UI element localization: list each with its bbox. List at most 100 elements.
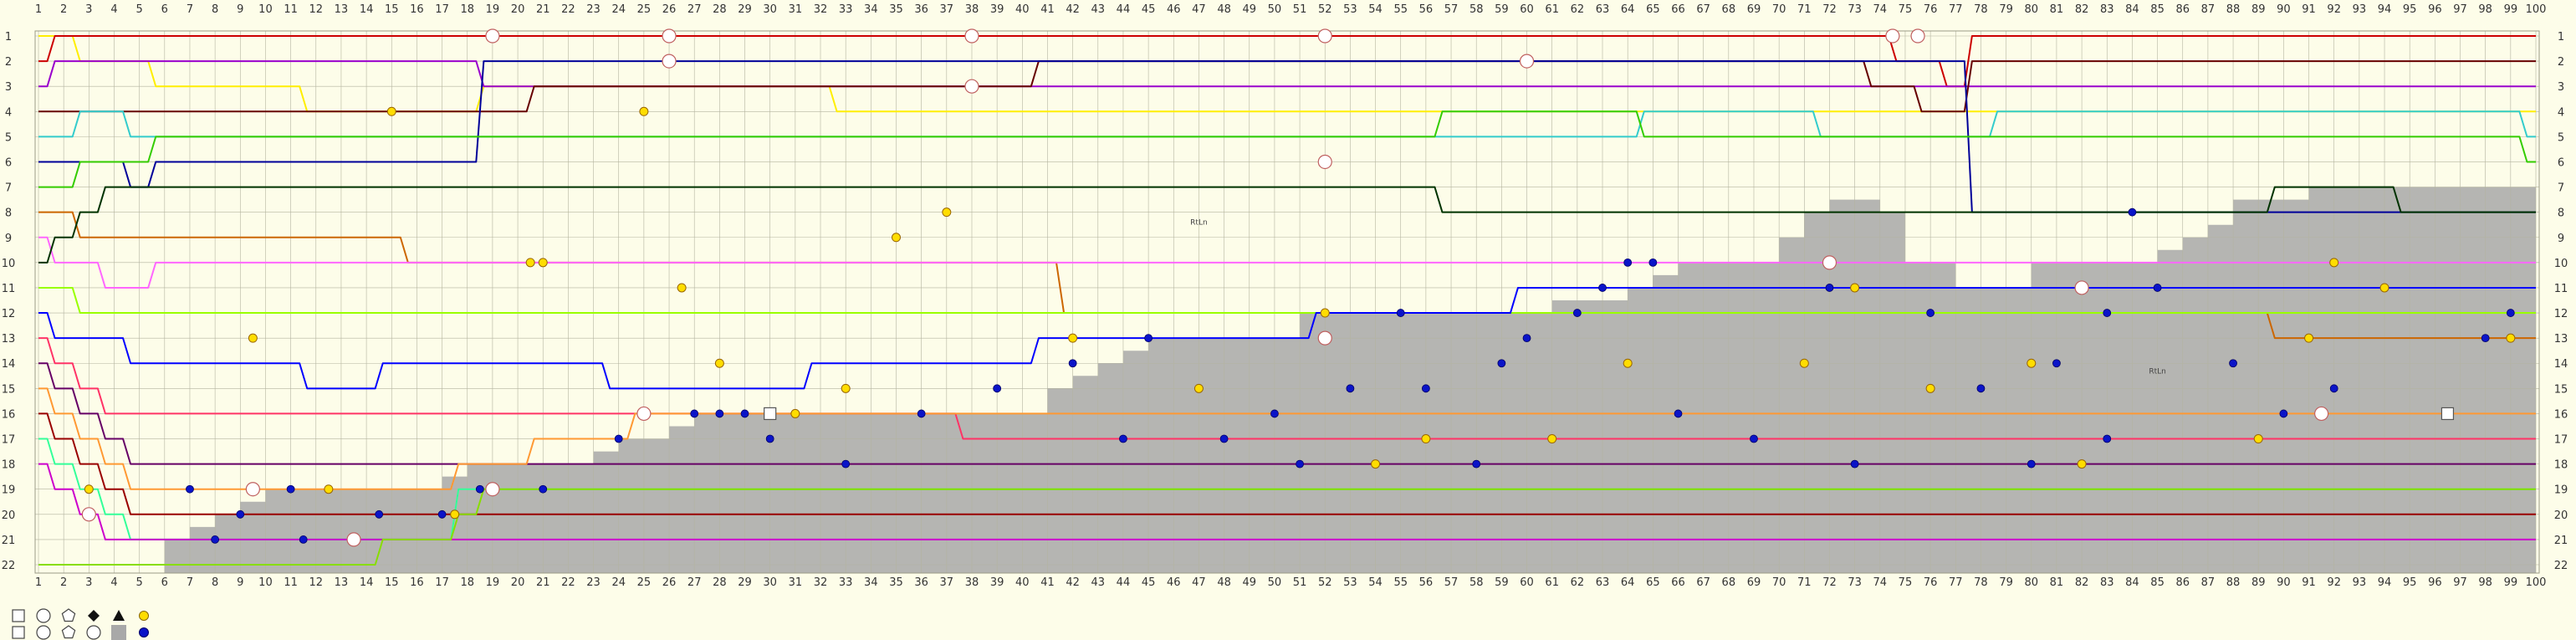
pit-stop-yellow-dot bbox=[84, 484, 94, 494]
x-tick-bottom: 62 bbox=[1571, 576, 1585, 589]
pit-stop-yellow-dot bbox=[1193, 383, 1204, 393]
y-tick-right: 20 bbox=[2554, 509, 2568, 522]
y-tick-left: 16 bbox=[2, 408, 16, 421]
event-circle bbox=[964, 28, 979, 44]
x-tick-bottom: 75 bbox=[1899, 576, 1913, 589]
x-tick-bottom: 74 bbox=[1873, 576, 1888, 589]
x-tick-bottom: 9 bbox=[237, 576, 243, 589]
x-tick-bottom: 41 bbox=[1040, 576, 1055, 589]
x-tick-bottom: 31 bbox=[789, 576, 803, 589]
y-tick-left: 18 bbox=[2, 459, 16, 472]
legend-pentagon bbox=[61, 608, 76, 622]
x-tick-bottom: 61 bbox=[1545, 576, 1559, 589]
legend-diamond bbox=[88, 610, 100, 622]
x-tick-top: 25 bbox=[637, 3, 652, 16]
pit-stop-blue-dot bbox=[1674, 409, 1683, 418]
x-tick-bottom: 18 bbox=[460, 576, 474, 589]
x-tick-bottom: 7 bbox=[187, 576, 193, 589]
x-tick-top: 39 bbox=[990, 3, 1004, 16]
pit-stop-yellow-dot bbox=[1068, 333, 1078, 343]
x-tick-top: 57 bbox=[1444, 3, 1459, 16]
x-tick-bottom: 100 bbox=[2526, 576, 2547, 589]
pit-stop-blue-dot bbox=[2103, 434, 2112, 443]
x-tick-top: 33 bbox=[839, 3, 853, 16]
y-tick-left: 10 bbox=[2, 258, 16, 270]
axes: 1 2 3 4 5 6 7 8 9 10 11 12 13 14 15 16 17 18 19 20 21 22 23 24 2… bbox=[2, 3, 2568, 589]
x-tick-top: 8 bbox=[212, 3, 218, 16]
x-tick-top: 14 bbox=[360, 3, 374, 16]
pit-stop-blue-dot bbox=[614, 434, 623, 443]
pit-stop-blue-dot bbox=[1522, 334, 1531, 343]
x-tick-top: 54 bbox=[1368, 3, 1383, 16]
pit-stop-yellow-dot bbox=[1547, 434, 1557, 444]
pit-stop-yellow-dot bbox=[2077, 459, 2087, 469]
x-tick-bottom: 66 bbox=[1671, 576, 1685, 589]
y-tick-left: 15 bbox=[2, 383, 16, 396]
x-tick-top: 55 bbox=[1393, 3, 1408, 16]
x-tick-top: 44 bbox=[1117, 3, 1131, 16]
pit-stop-blue-dot bbox=[740, 409, 749, 418]
series-line bbox=[38, 337, 2536, 440]
pit-stop-blue-dot bbox=[475, 484, 484, 494]
y-tick-left: 12 bbox=[2, 308, 16, 320]
x-tick-bottom: 85 bbox=[2150, 576, 2165, 589]
x-tick-bottom: 24 bbox=[611, 576, 626, 589]
x-tick-bottom: 13 bbox=[335, 576, 349, 589]
position-lines bbox=[38, 35, 2536, 566]
x-tick-bottom: 51 bbox=[1293, 576, 1307, 589]
pit-stop-blue-dot bbox=[186, 484, 194, 494]
x-tick-bottom: 89 bbox=[2251, 576, 2266, 589]
x-tick-bottom: 60 bbox=[1520, 576, 1534, 589]
x-tick-top: 76 bbox=[1924, 3, 1938, 16]
pit-stop-blue-dot bbox=[1497, 359, 1506, 368]
x-tick-top: 87 bbox=[2201, 3, 2216, 16]
legend-circle bbox=[36, 625, 51, 640]
x-tick-top: 99 bbox=[2504, 3, 2518, 16]
x-tick-top: 21 bbox=[536, 3, 550, 16]
y-tick-right: 16 bbox=[2554, 408, 2568, 421]
x-tick-top: 75 bbox=[1899, 3, 1913, 16]
x-tick-top: 83 bbox=[2100, 3, 2114, 16]
legend-yellow-dot bbox=[139, 611, 149, 621]
y-tick-right: 21 bbox=[2554, 535, 2568, 547]
x-tick-bottom: 57 bbox=[1444, 576, 1459, 589]
y-tick-left: 4 bbox=[5, 106, 12, 119]
x-tick-top: 70 bbox=[1772, 3, 1786, 16]
y-tick-right: 17 bbox=[2554, 434, 2568, 447]
pit-stop-yellow-dot bbox=[1925, 383, 1935, 393]
x-tick-top: 89 bbox=[2251, 3, 2266, 16]
x-tick-top: 71 bbox=[1797, 3, 1812, 16]
x-tick-bottom: 80 bbox=[2024, 576, 2038, 589]
note-label: RtLn bbox=[1190, 219, 1208, 228]
x-tick-top: 94 bbox=[2378, 3, 2392, 16]
x-tick-bottom: 77 bbox=[1949, 576, 1963, 589]
x-tick-top: 45 bbox=[1142, 3, 1156, 16]
x-tick-bottom: 58 bbox=[1469, 576, 1484, 589]
y-tick-left: 11 bbox=[2, 283, 16, 295]
y-tick-right: 5 bbox=[2558, 131, 2564, 144]
pit-stop-blue-dot bbox=[1750, 434, 1758, 443]
y-tick-right: 15 bbox=[2554, 383, 2568, 396]
event-circle bbox=[1317, 330, 1332, 346]
x-tick-top: 27 bbox=[687, 3, 702, 16]
x-tick-top: 23 bbox=[586, 3, 601, 16]
x-tick-top: 78 bbox=[1974, 3, 1988, 16]
event-circle bbox=[485, 482, 500, 497]
x-tick-top: 97 bbox=[2453, 3, 2467, 16]
x-tick-bottom: 22 bbox=[561, 576, 575, 589]
x-tick-top: 35 bbox=[889, 3, 903, 16]
x-tick-bottom: 86 bbox=[2175, 576, 2190, 589]
x-tick-top: 30 bbox=[763, 3, 777, 16]
pit-stop-yellow-dot bbox=[2304, 333, 2314, 343]
x-tick-bottom: 64 bbox=[1621, 576, 1635, 589]
x-tick-top: 68 bbox=[1722, 3, 1736, 16]
event-circle bbox=[662, 54, 677, 69]
x-tick-bottom: 50 bbox=[1268, 576, 1282, 589]
x-tick-top: 32 bbox=[814, 3, 828, 16]
x-tick-bottom: 33 bbox=[839, 576, 853, 589]
x-tick-top: 90 bbox=[2277, 3, 2291, 16]
note-label: RtLn bbox=[2149, 367, 2166, 376]
series-line bbox=[38, 387, 2536, 490]
pit-stop-blue-dot bbox=[1648, 258, 1658, 267]
x-tick-top: 60 bbox=[1520, 3, 1534, 16]
